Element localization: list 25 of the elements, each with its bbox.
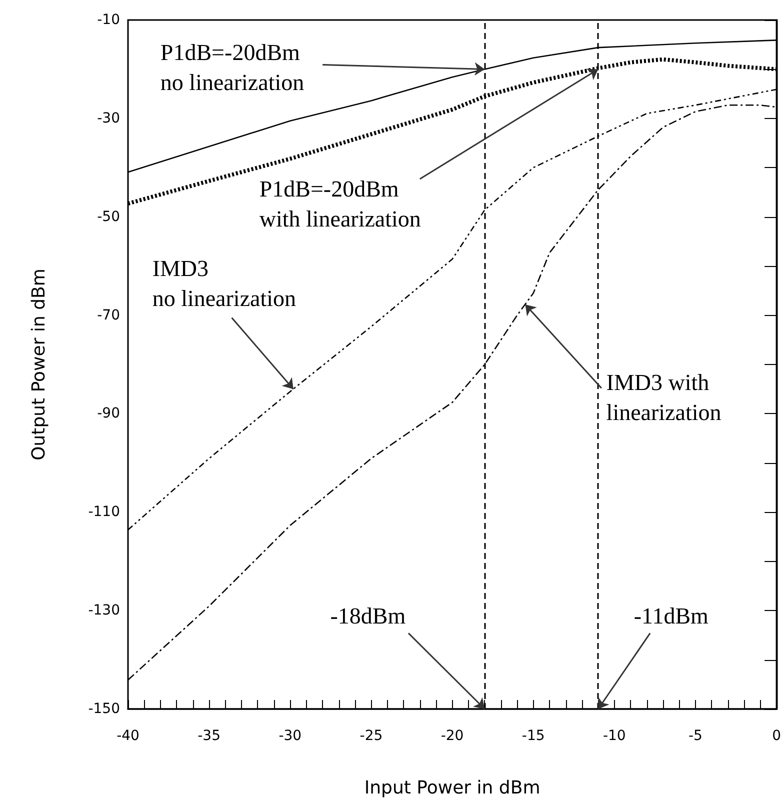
- x-tick-label: -5: [688, 728, 702, 744]
- annotation: P1dB=-20dBm no linearization: [160, 40, 305, 96]
- x-tick-label: -30: [278, 728, 302, 744]
- y-tick-label: -70: [97, 307, 120, 324]
- annotation: -18dBm: [330, 603, 406, 628]
- x-tick-label: 0: [772, 728, 782, 744]
- y-tick-label: -50: [97, 208, 120, 225]
- annotation: IMD3 with linearization: [606, 370, 722, 425]
- y-tick-label: -90: [97, 406, 120, 422]
- annotation: P1dB=-20dBm with linearization: [259, 176, 422, 232]
- x-tick-label: -20: [440, 728, 464, 744]
- x-tick-label: -15: [522, 728, 545, 744]
- annotation: -11dBm: [634, 603, 709, 628]
- y-tick-label: -130: [88, 602, 120, 619]
- x-tick-label: -25: [360, 728, 383, 744]
- y-tick-label: -10: [97, 12, 120, 28]
- x-tick-label: -40: [116, 728, 140, 744]
- y-tick-label: -150: [88, 701, 120, 717]
- y-tick-label: -110: [88, 504, 120, 520]
- annotation: IMD3 no linearization: [152, 256, 297, 311]
- y-axis-title: Output Power in dBm: [28, 268, 50, 460]
- x-axis-title: Input Power in dBm: [364, 778, 540, 798]
- x-tick-label: -10: [602, 728, 626, 744]
- x-tick-label: -35: [198, 728, 221, 744]
- y-tick-label: -30: [97, 110, 120, 126]
